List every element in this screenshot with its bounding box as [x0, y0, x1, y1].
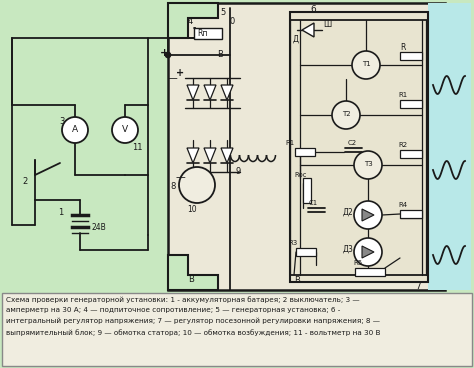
- Text: 4: 4: [188, 17, 193, 26]
- Bar: [400, 210, 422, 218]
- Polygon shape: [187, 148, 199, 163]
- Text: Д3: Д3: [343, 245, 354, 254]
- Text: A: A: [72, 124, 78, 134]
- Text: 2: 2: [22, 177, 27, 186]
- Circle shape: [165, 53, 171, 57]
- Text: +: +: [176, 68, 184, 78]
- Bar: [400, 100, 422, 108]
- Bar: [2, 293, 472, 366]
- Text: C1: C1: [309, 200, 318, 206]
- Text: R2: R2: [398, 142, 407, 148]
- Bar: [3, 3, 163, 292]
- Text: R: R: [400, 43, 405, 52]
- Text: 7: 7: [415, 282, 421, 291]
- Text: B: B: [294, 276, 300, 285]
- Text: R1: R1: [398, 92, 407, 98]
- Text: 6: 6: [310, 5, 316, 14]
- Text: Rос: Rос: [294, 172, 306, 178]
- Polygon shape: [168, 255, 218, 290]
- Bar: [296, 248, 316, 256]
- Text: T2: T2: [342, 111, 350, 117]
- Text: 5: 5: [220, 8, 225, 17]
- Text: 3: 3: [59, 117, 64, 126]
- Text: Ш: Ш: [323, 20, 331, 29]
- Text: амперметр на 30 А; 4 — подпиточное сопротивление; 5 — генераторная установка; 6 : амперметр на 30 А; 4 — подпиточное сопро…: [6, 307, 340, 313]
- Circle shape: [62, 117, 88, 143]
- Polygon shape: [221, 148, 233, 163]
- Text: R4: R4: [398, 202, 407, 208]
- Circle shape: [354, 201, 382, 229]
- Text: 8: 8: [170, 182, 175, 191]
- Text: Д: Д: [293, 35, 299, 44]
- Bar: [295, 148, 315, 156]
- Polygon shape: [204, 148, 216, 163]
- Text: —: —: [168, 73, 178, 83]
- Bar: [400, 52, 422, 60]
- Text: Д2: Д2: [343, 208, 354, 217]
- Text: 0: 0: [230, 17, 235, 26]
- Text: 10: 10: [187, 205, 197, 214]
- Text: T1: T1: [362, 61, 370, 67]
- Text: интегральный регулятор напряжения; 7 — регулятор посезонной регулировки напряжен: интегральный регулятор напряжения; 7 — р…: [6, 318, 380, 325]
- Text: 1: 1: [58, 208, 63, 217]
- Circle shape: [112, 117, 138, 143]
- Polygon shape: [187, 85, 199, 100]
- Polygon shape: [362, 209, 374, 221]
- Bar: [290, 12, 428, 282]
- Text: V: V: [122, 124, 128, 134]
- Circle shape: [352, 51, 380, 79]
- Polygon shape: [302, 23, 314, 37]
- Circle shape: [354, 151, 382, 179]
- Circle shape: [332, 101, 360, 129]
- Text: B: B: [217, 50, 223, 59]
- Polygon shape: [362, 246, 374, 258]
- Text: 9: 9: [236, 167, 241, 176]
- Text: Rп: Rп: [197, 29, 208, 38]
- Polygon shape: [204, 85, 216, 100]
- Text: B: B: [188, 275, 194, 284]
- Text: выпрямительный блок; 9 — обмотка статора; 10 — обмотка возбуждения; 11 - вольтме: выпрямительный блок; 9 — обмотка статора…: [6, 329, 381, 336]
- Text: T3: T3: [364, 161, 373, 167]
- Text: R1: R1: [285, 140, 294, 146]
- Bar: [355, 268, 385, 276]
- Bar: [400, 150, 422, 158]
- Circle shape: [179, 167, 215, 203]
- Text: —: —: [176, 172, 186, 182]
- Text: R5: R5: [353, 260, 362, 266]
- Polygon shape: [168, 3, 218, 38]
- Bar: [168, 3, 445, 290]
- Text: Схема проверки генераторной установки: 1 - аккумуляторная батарея; 2 выключатель: Схема проверки генераторной установки: 1…: [6, 296, 360, 303]
- Circle shape: [354, 238, 382, 266]
- Text: C2: C2: [348, 140, 357, 146]
- Bar: [303, 178, 311, 203]
- Polygon shape: [221, 85, 233, 100]
- Bar: [428, 3, 471, 290]
- Text: 24В: 24В: [92, 223, 107, 232]
- Text: 11: 11: [132, 143, 143, 152]
- Text: R3: R3: [288, 240, 297, 246]
- Bar: [194, 28, 222, 39]
- Text: +: +: [160, 48, 169, 58]
